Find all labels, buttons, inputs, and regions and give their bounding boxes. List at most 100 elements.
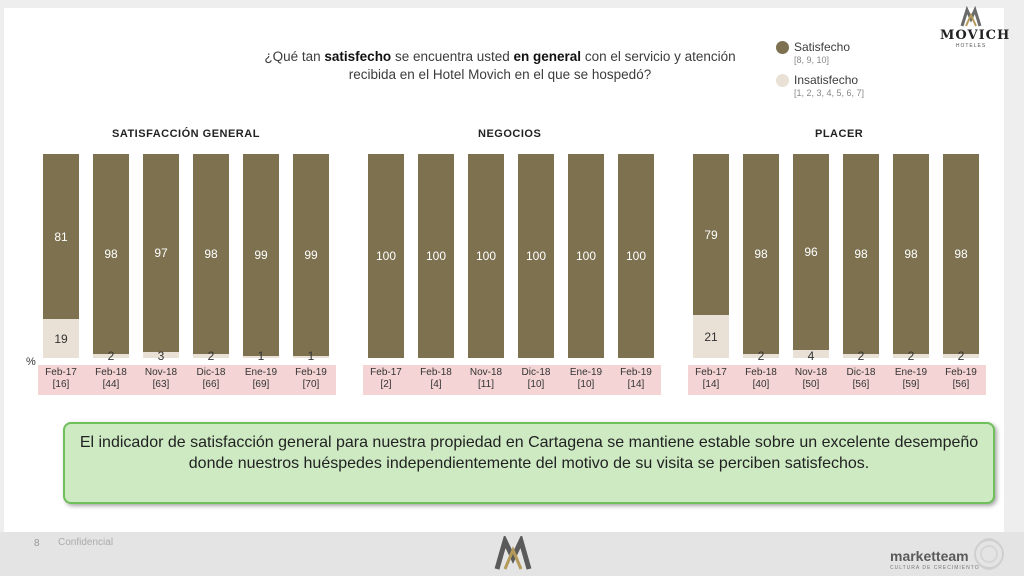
x-tick-period: Dic-18 bbox=[196, 367, 226, 378]
bar-dissatisfied bbox=[943, 354, 979, 358]
data-label-dissatisfied: 2 bbox=[857, 349, 865, 363]
x-tick-base: [16] bbox=[52, 379, 70, 390]
x-tick-base: [59] bbox=[902, 379, 920, 390]
x-tick-period: Feb-17 bbox=[370, 367, 402, 378]
data-label-satisfied: 98 bbox=[854, 247, 868, 261]
page-number: 8 bbox=[34, 538, 40, 549]
bar-satisfied bbox=[518, 154, 554, 358]
x-tick-base: [40] bbox=[752, 379, 770, 390]
bar-dissatisfied bbox=[743, 354, 779, 358]
x-tick-period: Nov-18 bbox=[469, 367, 503, 378]
bar-dissatisfied bbox=[43, 319, 79, 358]
question-bold-satisfecho: satisfecho bbox=[324, 49, 392, 64]
x-tick-period: Nov-18 bbox=[794, 367, 828, 378]
data-label-dissatisfied: 2 bbox=[107, 349, 115, 363]
x-tick-label: Feb-19 [14] bbox=[611, 367, 661, 391]
x-tick-base: [4] bbox=[430, 379, 442, 390]
x-tick-base: [2] bbox=[380, 379, 392, 390]
data-label-dissatisfied: 2 bbox=[907, 349, 915, 363]
bar-dissatisfied bbox=[693, 315, 729, 358]
x-tick-period: Dic-18 bbox=[521, 367, 551, 378]
bar-satisfied bbox=[93, 154, 129, 354]
data-label-satisfied: 100 bbox=[525, 249, 547, 263]
x-tick-period: Dic-18 bbox=[846, 367, 876, 378]
x-tick-label: Feb-17 [2] bbox=[361, 367, 411, 391]
x-tick-period: Feb-18 bbox=[420, 367, 452, 378]
bar-dissatisfied bbox=[893, 354, 929, 358]
x-tick-period: Feb-18 bbox=[745, 367, 777, 378]
x-tick-label: Nov-18 [11] bbox=[461, 367, 511, 391]
bar-satisfied bbox=[568, 154, 604, 358]
x-tick-label: Feb-18 [44] bbox=[86, 367, 136, 391]
x-tick-period: Ene-19 bbox=[569, 367, 603, 378]
bar-satisfied bbox=[418, 154, 454, 358]
x-tick-period: Feb-19 bbox=[620, 367, 652, 378]
question-text-1: ¿Qué tan bbox=[264, 49, 325, 64]
x-tick-period: Ene-19 bbox=[244, 367, 278, 378]
x-tick-period: Nov-18 bbox=[144, 367, 178, 378]
x-tick-label: Dic-18 [66] bbox=[186, 367, 236, 391]
x-tick-base: [11] bbox=[478, 379, 494, 390]
x-tick-period: Feb-19 bbox=[945, 367, 977, 378]
legend-satisfied-swatch bbox=[776, 41, 789, 54]
bar-satisfied bbox=[793, 154, 829, 350]
bar-dissatisfied bbox=[93, 354, 129, 358]
bar-satisfied bbox=[618, 154, 654, 358]
x-tick-label: Dic-18 [56] bbox=[836, 367, 886, 391]
legend-satisfied-scale: [8, 9, 10] bbox=[794, 55, 830, 65]
x-tick-base: [56] bbox=[952, 379, 970, 390]
legend-dissatisfied-swatch bbox=[776, 74, 789, 87]
movich-logo: MOVICH HOTELES bbox=[940, 5, 1011, 50]
bar-satisfied bbox=[193, 154, 229, 354]
data-label-dissatisfied: 2 bbox=[957, 349, 965, 363]
data-label-satisfied: 97 bbox=[154, 246, 168, 260]
chart-title-general: SATISFACCIÓN GENERAL bbox=[112, 128, 260, 140]
data-label-satisfied: 96 bbox=[804, 245, 818, 259]
legend-dissatisfied-scale: [1, 2, 3, 4, 5, 6, 7] bbox=[794, 88, 865, 98]
x-tick-label: Feb-17 [14] bbox=[686, 367, 736, 391]
chart-title-negocios: NEGOCIOS bbox=[478, 128, 542, 140]
data-label-dissatisfied: 2 bbox=[757, 349, 765, 363]
bar-satisfied bbox=[468, 154, 504, 358]
x-tick-period: Feb-17 bbox=[45, 367, 77, 378]
movich-mark-icon bbox=[960, 5, 982, 27]
data-label-satisfied: 100 bbox=[625, 249, 647, 263]
legend-dissatisfied-label: Insatisfecho bbox=[794, 73, 859, 87]
question-text-3: con el servicio y atención recibida en e… bbox=[348, 49, 736, 82]
x-tick-label: Ene-19 [69] bbox=[236, 367, 286, 391]
bar-satisfied bbox=[43, 154, 79, 319]
data-label-dissatisfied: 1 bbox=[307, 349, 315, 363]
x-tick-label: Feb-17 [16] bbox=[36, 367, 86, 391]
bar-satisfied bbox=[843, 154, 879, 354]
x-tick-label: Nov-18 [50] bbox=[786, 367, 836, 391]
x-tick-label: Ene-19 [10] bbox=[561, 367, 611, 391]
logo-wordmark: MOVICH bbox=[940, 28, 1011, 43]
data-label-dissatisfied: 2 bbox=[207, 349, 215, 363]
x-tick-label: Feb-18 [4] bbox=[411, 367, 461, 391]
data-label-satisfied: 98 bbox=[104, 247, 118, 261]
xlabel-band-general bbox=[38, 365, 336, 395]
x-tick-label: Feb-19 [56] bbox=[936, 367, 986, 391]
data-label-satisfied: 100 bbox=[375, 249, 397, 263]
bar-dissatisfied bbox=[193, 354, 229, 358]
x-tick-base: [44] bbox=[102, 379, 120, 390]
data-label-satisfied: 99 bbox=[304, 248, 318, 262]
floral-ornament-icon bbox=[974, 538, 1004, 570]
confidential-label: Confidencial bbox=[58, 537, 114, 548]
xlabel-band-placer bbox=[688, 365, 986, 395]
x-tick-base: [70] bbox=[302, 379, 320, 390]
xlabel-band-negocios bbox=[363, 365, 661, 395]
x-tick-period: Feb-17 bbox=[695, 367, 727, 378]
summary-callout: El indicador de satisfacción general par… bbox=[63, 422, 995, 504]
data-label-satisfied: 98 bbox=[954, 247, 968, 261]
x-tick-base: [10] bbox=[527, 379, 545, 390]
data-label-satisfied: 81 bbox=[54, 229, 68, 244]
data-label-satisfied: 98 bbox=[754, 247, 768, 261]
marketteam-tagline: CULTURA DE CRECIMIENTO bbox=[890, 565, 980, 571]
x-tick-base: [66] bbox=[202, 379, 220, 390]
bar-dissatisfied bbox=[843, 354, 879, 358]
x-tick-base: [10] bbox=[577, 379, 595, 390]
x-tick-base: [50] bbox=[802, 379, 820, 390]
